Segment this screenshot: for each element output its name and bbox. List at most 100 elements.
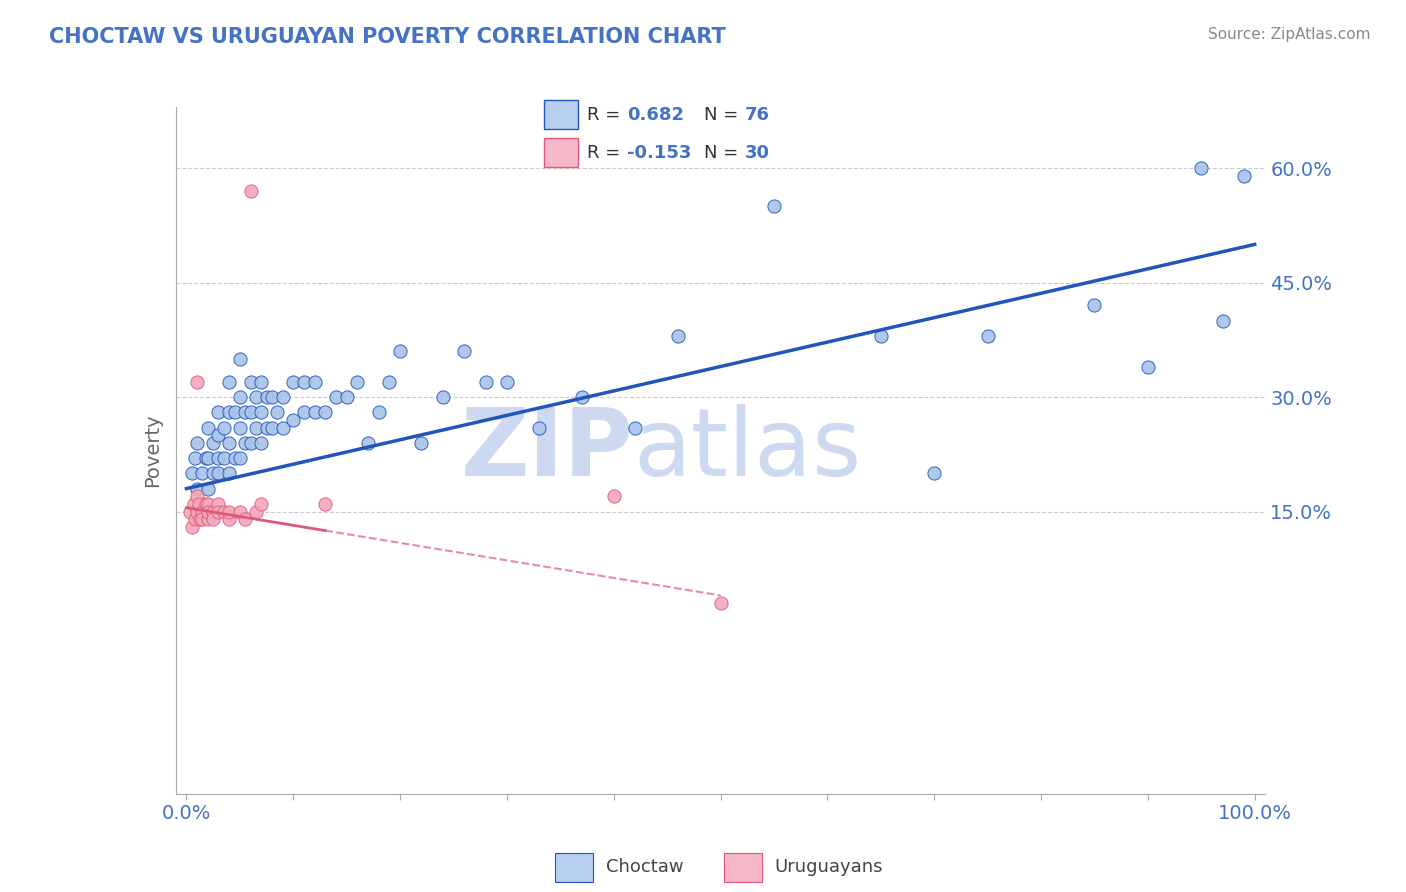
- Point: [239, 405, 262, 419]
- Point: [976, 329, 998, 343]
- Bar: [724, 854, 762, 881]
- Point: [411, 435, 433, 450]
- Text: N =: N =: [704, 106, 744, 124]
- Point: [474, 375, 496, 389]
- Point: [229, 451, 252, 466]
- Point: [186, 482, 208, 496]
- Point: [256, 390, 278, 404]
- Point: [191, 512, 214, 526]
- Point: [197, 512, 219, 526]
- Point: [346, 375, 368, 389]
- Point: [1233, 169, 1256, 183]
- Point: [336, 390, 359, 404]
- Point: [197, 420, 219, 434]
- Point: [239, 375, 262, 389]
- Y-axis label: Poverty: Poverty: [143, 414, 162, 487]
- Point: [218, 512, 240, 526]
- Point: [229, 504, 252, 518]
- Point: [271, 420, 294, 434]
- Point: [1212, 314, 1234, 328]
- Point: [283, 375, 305, 389]
- Point: [224, 451, 246, 466]
- Point: [304, 375, 326, 389]
- Point: [218, 467, 240, 481]
- Point: [207, 504, 229, 518]
- Point: [197, 482, 219, 496]
- Point: [229, 420, 252, 434]
- Point: [453, 344, 475, 359]
- Point: [266, 405, 288, 419]
- Point: [191, 467, 214, 481]
- Point: [314, 405, 336, 419]
- Bar: [544, 138, 578, 168]
- Point: [260, 420, 283, 434]
- Point: [202, 504, 225, 518]
- Point: [245, 390, 267, 404]
- Point: [183, 497, 205, 511]
- Point: [1083, 298, 1105, 312]
- Point: [869, 329, 891, 343]
- Point: [250, 497, 273, 511]
- Point: [197, 497, 219, 511]
- Point: [239, 435, 262, 450]
- Point: [378, 375, 401, 389]
- Point: [218, 405, 240, 419]
- Point: [194, 451, 217, 466]
- Point: [191, 504, 214, 518]
- Text: 76: 76: [745, 106, 769, 124]
- Point: [186, 489, 208, 503]
- Point: [245, 420, 267, 434]
- Point: [233, 512, 256, 526]
- Point: [367, 405, 389, 419]
- Text: 30: 30: [745, 144, 769, 161]
- Point: [292, 375, 315, 389]
- Point: [1189, 161, 1212, 175]
- Point: [184, 512, 207, 526]
- Point: [229, 351, 252, 366]
- Text: R =: R =: [586, 144, 626, 161]
- Point: [188, 497, 211, 511]
- Point: [357, 435, 380, 450]
- Text: CHOCTAW VS URUGUAYAN POVERTY CORRELATION CHART: CHOCTAW VS URUGUAYAN POVERTY CORRELATION…: [49, 27, 725, 46]
- Point: [922, 467, 945, 481]
- Point: [207, 467, 229, 481]
- Point: [250, 435, 273, 450]
- Point: [212, 420, 235, 434]
- Point: [202, 512, 225, 526]
- Point: [194, 497, 217, 511]
- Point: [762, 199, 785, 213]
- Text: atlas: atlas: [633, 404, 862, 497]
- Point: [527, 420, 550, 434]
- Text: ZIP: ZIP: [461, 404, 633, 497]
- Bar: [544, 100, 578, 129]
- Text: 0.682: 0.682: [627, 106, 685, 124]
- Point: [207, 451, 229, 466]
- Point: [325, 390, 347, 404]
- Point: [250, 375, 273, 389]
- Point: [202, 435, 225, 450]
- Point: [197, 451, 219, 466]
- Point: [283, 413, 305, 427]
- Point: [314, 497, 336, 511]
- Text: -0.153: -0.153: [627, 144, 692, 161]
- Point: [239, 184, 262, 198]
- Point: [224, 405, 246, 419]
- Point: [496, 375, 519, 389]
- Point: [184, 451, 207, 466]
- Point: [180, 520, 202, 534]
- Point: [179, 504, 201, 518]
- Point: [432, 390, 454, 404]
- Text: N =: N =: [704, 144, 744, 161]
- Point: [188, 512, 211, 526]
- Point: [260, 390, 283, 404]
- Point: [256, 420, 278, 434]
- Point: [180, 467, 202, 481]
- Point: [571, 390, 593, 404]
- Point: [229, 390, 252, 404]
- Point: [666, 329, 689, 343]
- Point: [233, 435, 256, 450]
- Point: [186, 435, 208, 450]
- Point: [197, 504, 219, 518]
- Point: [207, 497, 229, 511]
- Text: Choctaw: Choctaw: [606, 858, 683, 877]
